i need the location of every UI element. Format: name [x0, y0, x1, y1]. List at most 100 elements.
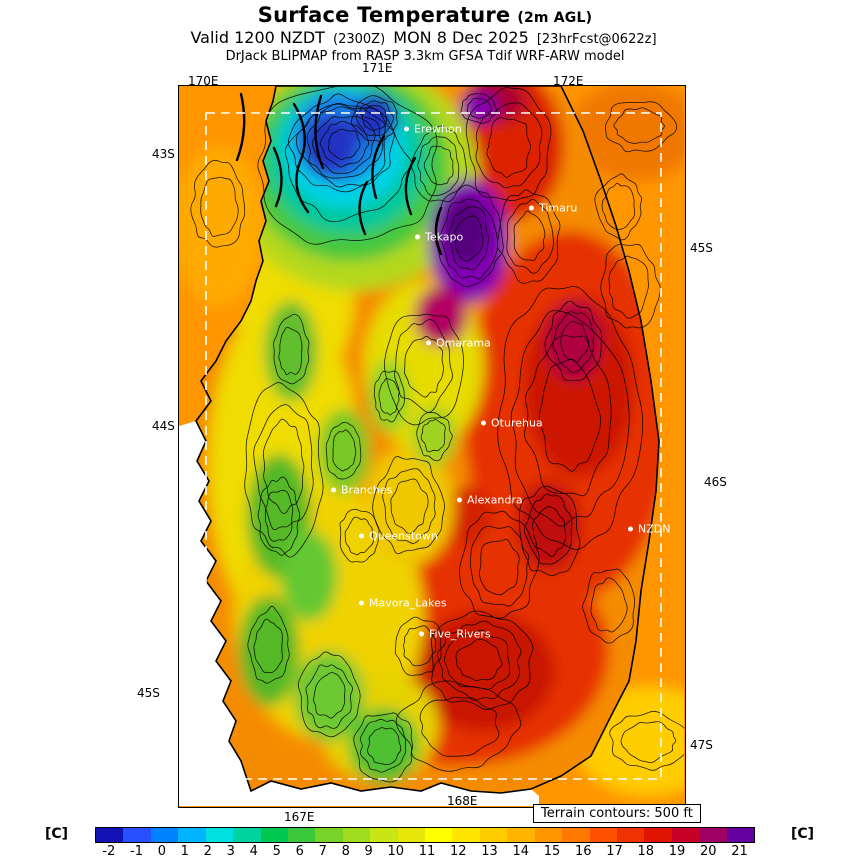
contour-line: [423, 145, 454, 186]
contour-line: [273, 313, 310, 385]
colorbar-tick-label: 0: [157, 844, 166, 859]
colorbar-segment: [589, 828, 618, 842]
map-frame: Erewhon Timaru Tekapo Omarama Oturehua Branch…: [178, 85, 686, 808]
contour-line: [620, 721, 677, 763]
contour-line: [459, 510, 540, 619]
colorbar-segment: [397, 828, 426, 842]
contour-line: [605, 101, 678, 153]
colorbar-segment: [726, 828, 755, 842]
colorbar-segment: [452, 828, 480, 842]
valid-zulu: (2300Z): [333, 32, 386, 47]
contour-line: [544, 300, 602, 381]
contour-line: [327, 128, 361, 160]
contour-line: [384, 313, 464, 426]
colorbar-segment: [562, 828, 590, 842]
colorbar-tick-label: 3: [226, 844, 235, 859]
contour-line: [594, 173, 642, 241]
contour-line: [313, 672, 346, 719]
colorbar-tick-label: -1: [130, 844, 143, 859]
contour-line: [470, 525, 530, 607]
land-temperature-blobs: [196, 86, 659, 793]
colorbar-tick-label: 1: [180, 844, 189, 859]
page-title: Surface Temperature: [257, 3, 511, 27]
colorbar-segment: [178, 828, 206, 842]
colorbar-tick-label: 2: [203, 844, 212, 859]
contour-line: [257, 86, 438, 245]
contour-line: [590, 577, 628, 633]
contour-line: [253, 404, 314, 531]
ridge-lines: [235, 92, 443, 256]
colorbar-tick-label: 13: [481, 844, 498, 859]
colorbar-tick-label: 19: [668, 844, 686, 859]
axis-label-top-1: 171E: [362, 61, 393, 75]
colorbar-segment: [479, 828, 508, 842]
colorbar-segment: [150, 828, 179, 842]
contour-line: [523, 493, 573, 565]
colorbar-segment: [370, 828, 398, 842]
colorbar-segment: [287, 828, 316, 842]
terrain-contours-note: Terrain contours: 500 ft: [533, 804, 701, 823]
contour-line: [582, 568, 636, 644]
colorbar-tick-label: 8: [341, 844, 350, 859]
contour-line: [419, 696, 500, 757]
coastline: [195, 86, 660, 794]
unit-label-left: [C]: [45, 826, 69, 842]
contour-line: [460, 93, 497, 124]
colorbar-tick-label: 7: [318, 844, 327, 859]
colorbar-segment: [425, 828, 453, 842]
colorbar-segment: [699, 828, 727, 842]
contour-line: [506, 198, 554, 274]
contour-line: [339, 508, 380, 563]
contour-line: [475, 102, 543, 189]
contour-line: [524, 335, 612, 497]
colorbar-tick-label: 17: [606, 844, 623, 859]
contour-line: [361, 104, 388, 131]
contour-line: [454, 215, 484, 262]
colorbar-segment: [315, 828, 343, 842]
contour-line: [244, 382, 324, 558]
contour-line: [486, 117, 531, 178]
contour-line: [444, 629, 510, 690]
contour-line: [390, 478, 429, 534]
axis-label-right-1: 46S: [704, 475, 727, 489]
contour-line: [510, 310, 630, 527]
contour-line: [378, 378, 400, 416]
axis-label-bottom-0: 167E: [284, 810, 315, 824]
header: Surface Temperature (2m AGL) Valid 1200 N…: [0, 3, 850, 64]
colorbar-segment: [507, 828, 535, 842]
colorbar-tick-label: 11: [418, 844, 436, 859]
contour-line: [455, 638, 503, 682]
colorbar-tick-label: 14: [512, 844, 530, 859]
contour-line: [440, 198, 499, 280]
contour-line: [609, 710, 684, 771]
axis-label-bottom-1: 168E: [447, 794, 478, 808]
contour-line: [311, 115, 376, 174]
colorbar-segment: [205, 828, 234, 842]
axis-label-top-2: 172E: [553, 74, 584, 88]
colorbar-segment: [644, 828, 672, 842]
contour-line: [532, 506, 567, 557]
contour-line: [519, 485, 581, 577]
contour-line: [344, 516, 374, 556]
axis-label-right-2: 47S: [690, 738, 713, 752]
colorbar-tick-label: 5: [272, 844, 281, 859]
colorbar: [95, 827, 755, 843]
valid-fcst: [23hrFcst@0622z]: [536, 32, 657, 47]
valid-date: MON 8 Dec 2025: [393, 28, 529, 47]
colorbar-segment: [342, 828, 371, 842]
contour-line: [437, 620, 522, 701]
valid-prefix: Valid 1200 NZDT: [190, 28, 325, 47]
colorbar-tick-label: 18: [637, 844, 655, 859]
contour-line: [497, 285, 644, 550]
contour-line: [448, 206, 489, 270]
colorbar-tick-label: 12: [450, 844, 467, 859]
contour-line: [288, 93, 395, 193]
ocean-white-area: [179, 421, 539, 806]
unit-label-right: [C]: [791, 826, 815, 842]
colorbar-tick-label: 4: [249, 844, 258, 859]
contour-line: [420, 419, 446, 453]
colorbar-segment: [617, 828, 645, 842]
temperature-map: [179, 86, 684, 806]
contour-line: [382, 468, 436, 544]
contour-line: [359, 718, 407, 773]
